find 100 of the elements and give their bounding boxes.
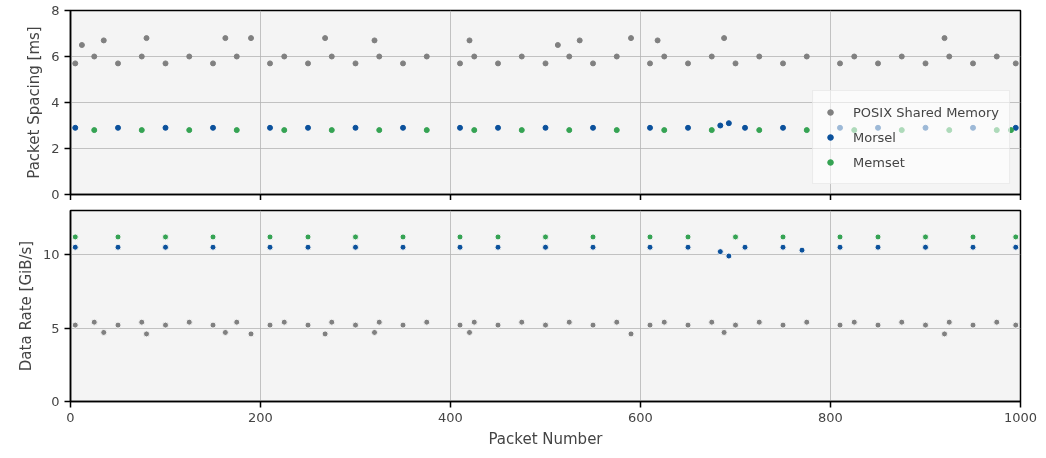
y-axis-title: Packet Spacing [ms]	[25, 26, 44, 179]
point	[922, 243, 929, 251]
point	[779, 243, 787, 251]
point	[466, 328, 473, 336]
point	[352, 60, 359, 67]
point	[143, 35, 150, 42]
point	[495, 124, 501, 131]
legend-label: Memset	[853, 153, 905, 172]
point	[720, 328, 728, 336]
point	[494, 321, 502, 329]
point	[837, 124, 843, 131]
y-tick-label: 8	[51, 3, 60, 18]
point	[352, 321, 359, 329]
x-axis-title: Packet Number	[488, 429, 604, 448]
point	[71, 321, 79, 329]
point	[741, 243, 749, 251]
point	[874, 243, 882, 251]
point	[803, 318, 811, 326]
point	[399, 233, 407, 241]
legend-label: POSIX Shared Memory	[853, 103, 999, 122]
point	[267, 60, 273, 67]
point	[400, 124, 406, 131]
y-tick-label: 5	[51, 320, 60, 336]
point	[376, 127, 383, 134]
point	[1012, 243, 1020, 251]
point	[717, 122, 724, 129]
point	[162, 233, 169, 241]
point	[725, 252, 733, 260]
point	[851, 53, 858, 60]
point	[875, 124, 881, 131]
point	[162, 243, 169, 251]
point	[138, 318, 146, 326]
point	[209, 321, 217, 329]
point	[969, 233, 977, 241]
point	[114, 321, 122, 329]
point	[457, 60, 463, 67]
point	[304, 243, 312, 251]
point	[457, 124, 463, 131]
point	[115, 124, 121, 131]
point	[684, 321, 692, 329]
point	[186, 53, 193, 60]
point	[470, 318, 478, 326]
point	[352, 124, 359, 131]
point	[352, 243, 359, 251]
point	[565, 318, 573, 326]
point	[969, 321, 977, 329]
point	[993, 318, 1001, 326]
point	[589, 321, 597, 329]
point	[100, 37, 107, 44]
point	[945, 318, 953, 326]
x-tick-label: 0	[66, 409, 75, 425]
point	[321, 330, 329, 338]
y-tick-label: 2	[51, 141, 60, 156]
point	[72, 124, 79, 131]
point	[837, 60, 843, 67]
point	[780, 60, 786, 67]
point	[946, 127, 953, 134]
point	[247, 330, 255, 338]
point	[162, 124, 169, 131]
point	[281, 53, 288, 60]
y-tick-label: 6	[51, 49, 60, 64]
point	[716, 248, 724, 256]
point	[732, 321, 739, 329]
point	[613, 53, 620, 60]
point	[1012, 60, 1019, 67]
point	[613, 318, 621, 326]
point	[755, 318, 763, 326]
point	[91, 127, 98, 134]
point	[114, 243, 122, 251]
point	[803, 127, 810, 134]
point	[993, 53, 1000, 60]
point	[941, 35, 948, 42]
point	[71, 233, 79, 241]
point	[304, 321, 312, 329]
point	[970, 60, 976, 67]
point	[721, 35, 728, 42]
point	[589, 243, 597, 251]
point	[71, 243, 79, 251]
point	[684, 233, 692, 241]
point	[162, 321, 169, 329]
x-tick-label: 400	[438, 409, 463, 425]
point	[554, 42, 561, 48]
point	[471, 127, 478, 134]
point	[590, 124, 596, 131]
point	[494, 243, 502, 251]
point	[836, 243, 844, 251]
point	[946, 53, 953, 60]
point	[456, 233, 464, 241]
point	[72, 60, 79, 67]
point	[922, 233, 929, 241]
point	[352, 233, 359, 241]
point	[143, 330, 150, 338]
point	[969, 243, 977, 251]
point	[922, 60, 929, 67]
point	[590, 60, 596, 67]
point	[993, 127, 1000, 134]
point	[471, 53, 478, 60]
point	[305, 60, 311, 67]
point	[542, 321, 549, 329]
point	[646, 321, 654, 329]
